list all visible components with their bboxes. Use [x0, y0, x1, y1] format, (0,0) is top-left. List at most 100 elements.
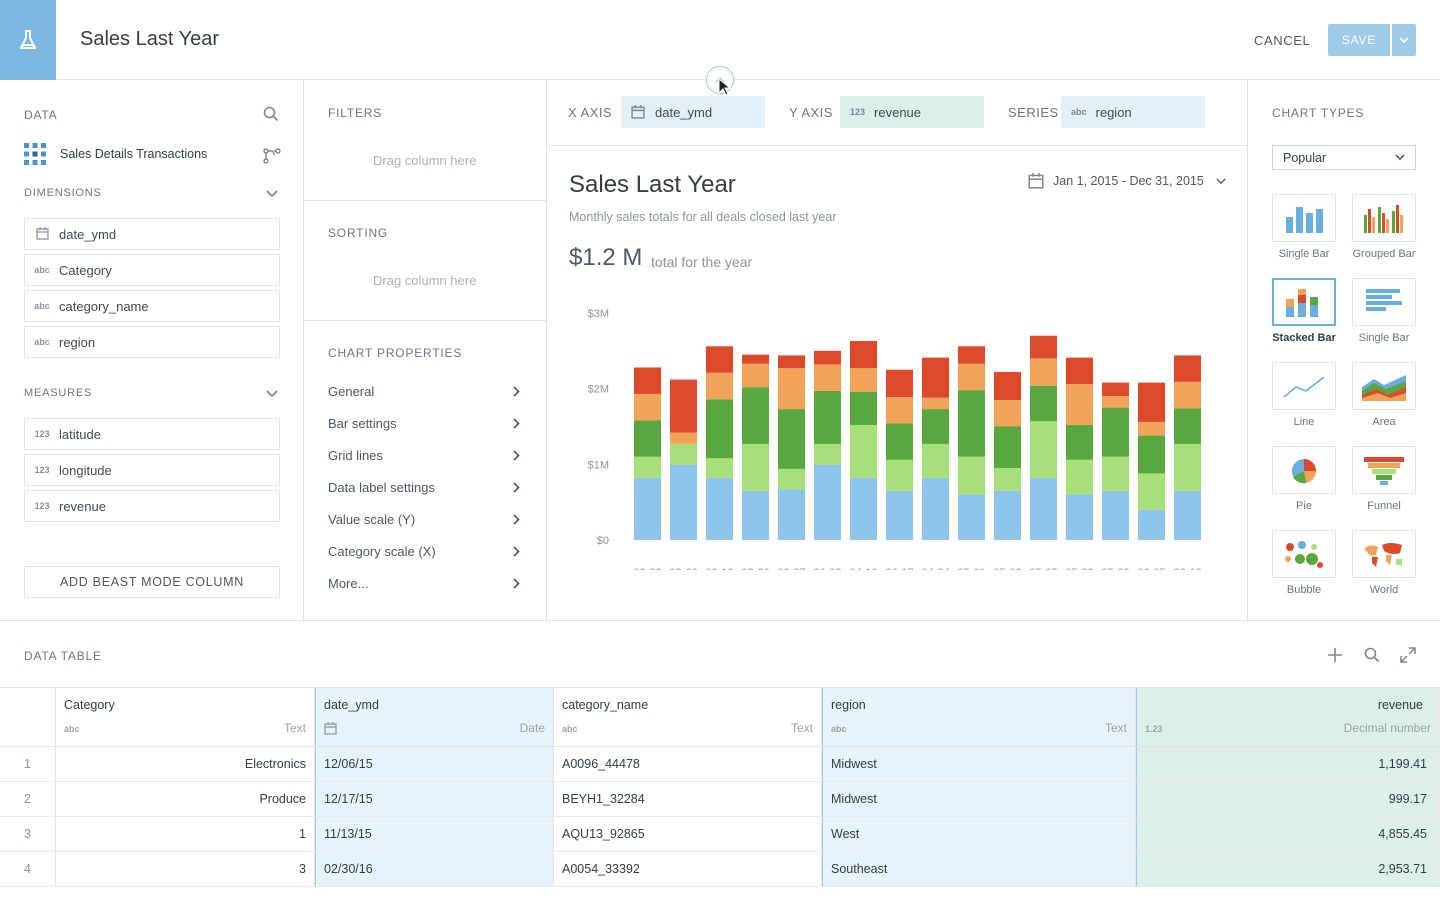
expand-icon[interactable] — [1400, 647, 1416, 663]
y-axis-field[interactable]: 123 revenue — [840, 96, 984, 128]
measure-field[interactable]: 123 revenue — [24, 490, 280, 522]
chart-type-bubble[interactable] — [1272, 530, 1336, 578]
bar-segment[interactable] — [958, 346, 985, 364]
bar-segment[interactable] — [958, 456, 985, 495]
table-cell[interactable]: Electronics — [56, 747, 315, 782]
bar-segment[interactable] — [994, 468, 1021, 491]
bar-segment[interactable] — [670, 379, 697, 433]
table-cell[interactable]: AQU13_92865 — [554, 817, 822, 852]
plus-icon[interactable] — [1328, 648, 1342, 662]
bar-segment[interactable] — [1174, 355, 1201, 382]
bar-segment[interactable] — [886, 369, 913, 397]
chart-property-item[interactable]: General — [328, 384, 520, 399]
bar-segment[interactable] — [1102, 382, 1129, 397]
table-cell[interactable]: Midwest — [822, 747, 1136, 782]
chart-property-item[interactable]: Value scale (Y) — [328, 512, 520, 527]
page-title[interactable]: Sales Last Year — [80, 28, 219, 50]
bar-segment[interactable] — [1066, 459, 1093, 495]
bar-segment[interactable] — [706, 477, 733, 540]
bar-segment[interactable] — [706, 346, 733, 373]
bar-segment[interactable] — [994, 426, 1021, 469]
bar-segment[interactable] — [742, 387, 769, 444]
bar-segment[interactable] — [1030, 385, 1057, 422]
table-cell[interactable]: A0096_44478 — [554, 747, 822, 782]
bar-segment[interactable] — [634, 367, 661, 394]
bar-segment[interactable] — [958, 494, 985, 540]
chart-type-single-bar[interactable] — [1352, 278, 1416, 326]
bar-segment[interactable] — [706, 458, 733, 478]
table-cell[interactable]: BEYH1_32284 — [554, 782, 822, 817]
flask-icon[interactable] — [0, 0, 56, 80]
chevron-down-icon[interactable] — [266, 190, 278, 198]
bar-segment[interactable] — [1138, 435, 1165, 474]
chart-type-line[interactable] — [1272, 362, 1336, 410]
bar-segment[interactable] — [670, 432, 697, 444]
bar-segment[interactable] — [634, 456, 661, 478]
table-cell[interactable]: Southeast — [822, 852, 1136, 887]
bar-segment[interactable] — [850, 391, 877, 425]
bar-segment[interactable] — [778, 468, 805, 490]
dimension-field-date[interactable]: date_ymd — [24, 218, 280, 250]
bar-segment[interactable] — [886, 490, 913, 540]
chart-property-item[interactable]: Category scale (X) — [328, 544, 520, 559]
table-cell[interactable]: 1,199.41 — [1136, 747, 1440, 782]
sorting-drop-zone[interactable]: Drag column here — [373, 273, 477, 288]
chart-property-item[interactable]: Grid lines — [328, 448, 520, 463]
bar-segment[interactable] — [958, 390, 985, 457]
chart-type-funnel[interactable] — [1352, 446, 1416, 494]
table-cell[interactable]: 11/13/15 — [315, 817, 554, 852]
dimension-field[interactable]: abc region — [24, 326, 280, 358]
bar-segment[interactable] — [742, 443, 769, 491]
bar-segment[interactable] — [922, 443, 949, 478]
bar-segment[interactable] — [706, 399, 733, 459]
bar-segment[interactable] — [850, 477, 877, 540]
bar-segment[interactable] — [994, 372, 1021, 401]
bar-segment[interactable] — [1066, 357, 1093, 385]
series-field[interactable]: abc region — [1061, 96, 1205, 128]
date-range-picker[interactable]: Jan 1, 2015 - Dec 31, 2015 — [1028, 173, 1226, 189]
bar-segment[interactable] — [706, 372, 733, 400]
bar-segment[interactable] — [742, 363, 769, 388]
bar-segment[interactable] — [814, 390, 841, 444]
chart-type-grouped-bar[interactable] — [1352, 194, 1416, 242]
table-cell[interactable]: 999.17 — [1136, 782, 1440, 817]
column-header[interactable]: category_name abc Text — [554, 688, 822, 746]
bar-segment[interactable] — [1174, 490, 1201, 540]
table-cell[interactable]: 02/30/16 — [315, 852, 554, 887]
bar-segment[interactable] — [778, 409, 805, 469]
bar-segment[interactable] — [1102, 407, 1129, 457]
bar-segment[interactable] — [1030, 477, 1057, 540]
measure-field[interactable]: 123 latitude — [24, 418, 280, 450]
bar-segment[interactable] — [1102, 490, 1129, 540]
bar-segment[interactable] — [742, 490, 769, 540]
chart-type-area[interactable] — [1352, 362, 1416, 410]
chart-type-world[interactable] — [1352, 530, 1416, 578]
search-icon[interactable] — [263, 106, 279, 122]
bar-segment[interactable] — [1066, 384, 1093, 425]
bar-segment[interactable] — [1138, 473, 1165, 510]
bar-segment[interactable] — [958, 363, 985, 391]
bar-segment[interactable] — [1066, 424, 1093, 460]
bar-segment[interactable] — [1066, 494, 1093, 540]
add-beast-mode-button[interactable]: ADD BEAST MODE COLUMN — [24, 566, 280, 598]
chart-type-pie[interactable] — [1272, 446, 1336, 494]
table-cell[interactable]: West — [822, 817, 1136, 852]
bar-segment[interactable] — [634, 393, 661, 421]
bar-segment[interactable] — [850, 340, 877, 369]
bar-segment[interactable] — [1174, 408, 1201, 444]
table-cell[interactable]: Midwest — [822, 782, 1136, 817]
table-cell[interactable]: A0054_33392 — [554, 852, 822, 887]
bar-segment[interactable] — [1102, 456, 1129, 491]
bar-segment[interactable] — [670, 443, 697, 465]
save-button[interactable]: SAVE — [1328, 24, 1390, 56]
table-cell[interactable]: 2,953.71 — [1136, 852, 1440, 887]
chart-type-filter-select[interactable]: Popular — [1272, 145, 1416, 170]
bar-segment[interactable] — [814, 464, 841, 540]
table-cell[interactable]: 12/06/15 — [315, 747, 554, 782]
column-header[interactable]: date_ymd Date — [315, 688, 554, 746]
bar-segment[interactable] — [814, 350, 841, 365]
table-cell[interactable]: 3 — [56, 852, 315, 887]
bar-segment[interactable] — [778, 489, 805, 540]
bar-segment[interactable] — [1138, 421, 1165, 436]
bar-segment[interactable] — [670, 464, 697, 540]
